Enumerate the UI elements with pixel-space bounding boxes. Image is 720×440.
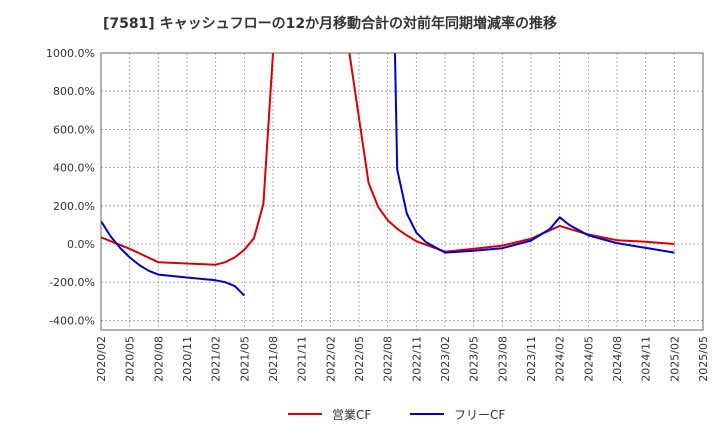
legend: 営業CF フリーCF	[288, 408, 505, 422]
y-tick-label: -200.0%	[49, 276, 95, 289]
x-tick-label: 2024/02	[554, 336, 567, 382]
x-tick-label: 2024/11	[640, 336, 653, 382]
x-tick-label: 2024/08	[611, 336, 624, 382]
x-tick-label: 2022/05	[353, 336, 366, 382]
legend-label: 営業CF	[332, 408, 371, 422]
plot-border	[100, 52, 704, 331]
y-tick-label: 200.0%	[53, 200, 95, 213]
legend-label: フリーCF	[454, 408, 505, 422]
x-tick-label: 2020/08	[152, 336, 165, 382]
x-tick-label: 2021/08	[267, 336, 280, 382]
series-line-free-cf	[393, 53, 675, 254]
x-tick-label: 2023/11	[525, 336, 538, 382]
x-tick-label: 2025/05	[697, 336, 710, 382]
y-tick-label: -400.0%	[49, 314, 95, 327]
x-tick-label: 2020/11	[181, 336, 194, 382]
y-tick-label: 400.0%	[53, 162, 95, 175]
y-tick-label: 800.0%	[53, 85, 95, 98]
x-tick-label: 2020/05	[124, 336, 137, 382]
x-tick-label: 2023/08	[496, 336, 509, 382]
x-tick-label: 2024/05	[582, 336, 595, 382]
axes: 1000.0% 800.0% 600.0% 400.0% 200.0% 0.0% -200.…	[46, 47, 710, 382]
x-tick-label: 2022/11	[410, 336, 423, 382]
x-tick-label: 2020/02	[95, 336, 108, 382]
x-tick-label: 2021/02	[210, 336, 223, 382]
y-tick-label: 1000.0%	[46, 47, 95, 60]
x-tick-label: 2025/02	[668, 336, 681, 382]
y-tick-label: 0.0%	[67, 238, 95, 251]
x-tick-label: 2021/11	[296, 336, 309, 382]
x-tick-label: 2023/05	[468, 336, 481, 382]
x-tick-label: 2021/05	[238, 336, 251, 382]
series-line-free-cf	[101, 220, 246, 297]
x-tick-label: 2022/08	[382, 336, 395, 382]
y-tick-label: 600.0%	[53, 123, 95, 136]
chart-title: [7581] キャッシュフローの12か月移動合計の対前年同期増減率の推移	[102, 16, 558, 32]
x-tick-label: 2023/02	[439, 336, 452, 382]
x-tick-label: 2022/02	[324, 336, 337, 382]
series-layer	[101, 53, 675, 297]
